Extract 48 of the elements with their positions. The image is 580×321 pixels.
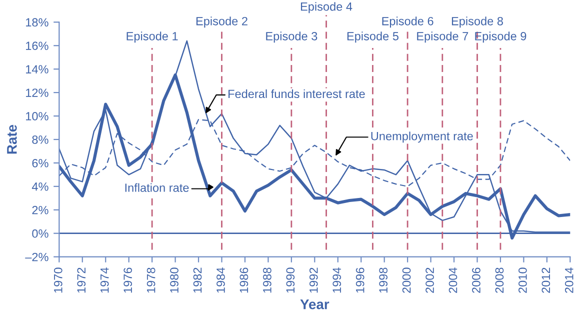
x-tick-label: 2010 <box>518 268 527 293</box>
ref-line-label: Episode 2 <box>196 16 248 28</box>
y-tick-label: 8% <box>32 136 48 144</box>
x-tick-label: 1986 <box>240 268 248 293</box>
x-tick-label: 1996 <box>356 268 364 293</box>
y-tick-label: 18% <box>26 18 48 27</box>
annotation: Inflation rate <box>125 183 189 192</box>
x-tick-label: 1994 <box>332 268 342 293</box>
x-tick-label: 1992 <box>309 268 318 293</box>
y-tick-label: –2% <box>25 252 48 262</box>
y-tick-label: 6% <box>32 158 48 168</box>
x-tick-label: 1976 <box>124 268 132 293</box>
annotation: Federal funds interest rate <box>228 89 365 98</box>
x-tick-label: 1980 <box>170 268 178 293</box>
x-tick-label: 2004 <box>448 268 458 293</box>
ref-line-label: Episode 6 <box>382 16 434 28</box>
y-tick-label: 12% <box>26 88 48 97</box>
ref-line-label: Episode 4 <box>300 2 352 14</box>
x-tick-label: 2008 <box>495 268 504 293</box>
x-tick-label: 1990 <box>286 268 295 293</box>
x-tick-label: 2000 <box>402 268 411 293</box>
ref-line-label: Episode 3 <box>266 32 318 43</box>
y-tick-label: 16% <box>26 42 48 50</box>
ref-line-label: Episode 9 <box>475 32 526 43</box>
y-tick-label: 14% <box>26 65 48 74</box>
x-tick-label: 2014 <box>564 268 574 293</box>
x-tick-label: 1978 <box>146 268 156 293</box>
x-tick-label: 1988 <box>263 268 272 293</box>
annotation: Unemployment rate <box>371 132 473 143</box>
y-axis-title: Rate <box>7 124 17 154</box>
x-axis-title: Year <box>300 300 330 310</box>
y-tick-label: 2% <box>32 206 48 214</box>
x-tick-label: 2012 <box>542 268 550 293</box>
ref-line-label: Episode 5 <box>347 32 398 43</box>
x-tick-label: 2006 <box>472 268 480 293</box>
x-tick-label: 2002 <box>426 268 434 293</box>
ref-line-label: Episode 1 <box>126 32 178 43</box>
ref-line-label: Episode 7 <box>417 32 468 43</box>
x-tick-label: 1998 <box>379 268 388 293</box>
y-tick-label: 4% <box>32 182 48 191</box>
x-tick-label: 1970 <box>54 268 62 293</box>
x-tick-label: 1984 <box>216 268 225 293</box>
x-tick-label: 1974 <box>100 268 109 293</box>
y-tick-label: 10% <box>26 112 48 120</box>
x-tick-label: 1972 <box>77 268 86 293</box>
x-tick-label: 1982 <box>193 268 202 293</box>
y-tick-label: 0% <box>32 229 48 238</box>
ref-line-label: Episode 8 <box>452 16 503 28</box>
